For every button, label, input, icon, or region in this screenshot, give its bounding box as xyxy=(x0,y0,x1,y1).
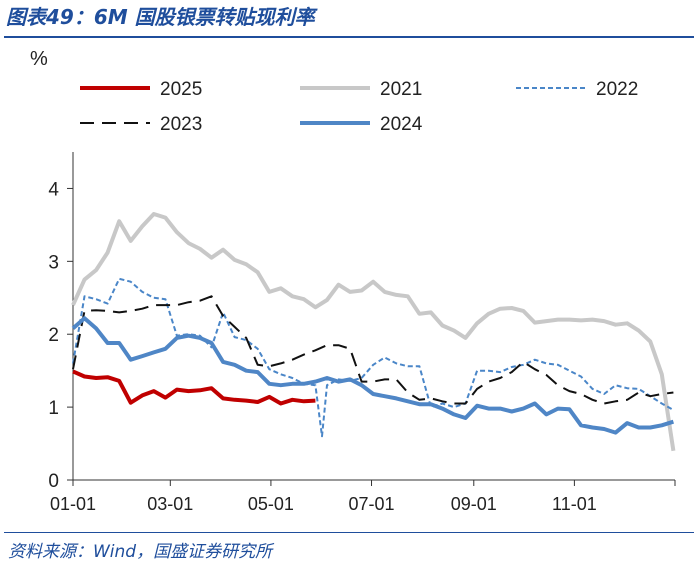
legend-label-2021: 2021 xyxy=(380,79,422,100)
figure-title: 图表49：6M 国股银票转贴现利率 xyxy=(6,5,315,29)
y-tick-label: 2 xyxy=(48,325,59,346)
x-tick-label: 01-01 xyxy=(50,494,96,514)
y-tick-label: 0 xyxy=(48,471,59,492)
source-note: 资料来源：Wind，国盛证券研究所 xyxy=(8,542,273,562)
plot-area xyxy=(71,212,676,452)
legend: 2025 2021 2022 2023 2024 xyxy=(80,79,638,135)
series-line-2022 xyxy=(72,277,674,438)
legend-label-2023: 2023 xyxy=(160,114,202,135)
y-tick-label: 4 xyxy=(48,179,59,200)
series-line-2024 xyxy=(71,316,674,435)
series-line-2023 xyxy=(72,295,674,405)
legend-label-2025: 2025 xyxy=(160,79,202,100)
line-chart: 2025 2021 2022 2023 2024 0 1 2 3 4 01-01 03-01 05-0… xyxy=(48,79,676,514)
x-tick-label: 11-01 xyxy=(552,494,597,514)
series-line-2025 xyxy=(72,369,316,406)
source-rule xyxy=(4,532,694,533)
y-tick-label: 1 xyxy=(48,398,59,419)
x-tick-label: 05-01 xyxy=(248,494,294,514)
x-tick-label: 09-01 xyxy=(451,494,497,514)
x-tick-label: 03-01 xyxy=(147,494,193,514)
y-axis-unit: % xyxy=(30,48,48,70)
legend-label-2024: 2024 xyxy=(380,114,423,135)
series-line-2021 xyxy=(71,212,676,452)
x-tick-label: 07-01 xyxy=(349,494,395,514)
title-rule xyxy=(4,36,694,38)
y-tick-label: 3 xyxy=(48,252,59,273)
legend-label-2022: 2022 xyxy=(596,79,638,100)
axes: 0 1 2 3 4 01-01 03-01 05-01 07-01 09-01 11-01 xyxy=(48,152,676,514)
